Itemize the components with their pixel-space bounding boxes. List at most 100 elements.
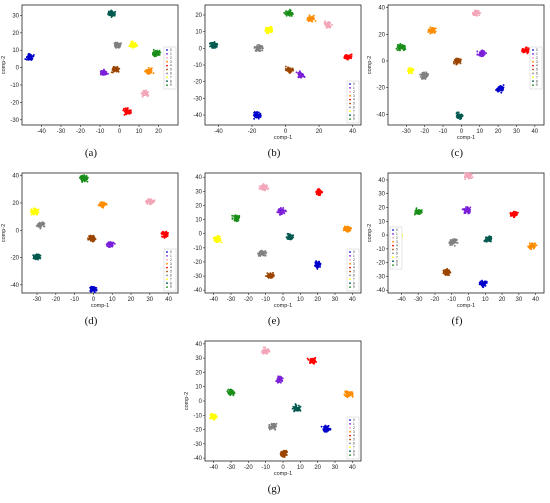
cluster-2: [140, 89, 150, 98]
cluster-5: [110, 65, 121, 74]
x-tick-label: -20: [244, 465, 253, 471]
scatter-point: [513, 215, 516, 218]
legend-label-5: 5: [353, 102, 355, 106]
scatter-point: [314, 265, 317, 268]
scatter-point: [344, 395, 347, 397]
scatter-point: [212, 46, 215, 48]
scatter-point: [144, 91, 147, 94]
legend-label-9: 9: [170, 83, 172, 87]
scatter-point: [40, 222, 43, 225]
panel-a: -40 -30 -20 -10 0 10 20 -30 -20 -10 0 10 20 30 comp-2 0…: [0, 0, 183, 165]
cluster-1: [275, 375, 284, 384]
scatter-point: [146, 199, 149, 202]
scatter-point: [415, 208, 418, 211]
legend-label-5: 5: [396, 248, 398, 252]
scatter-point: [446, 268, 449, 271]
scatter-point: [89, 239, 92, 242]
scatter-point: [213, 237, 216, 240]
scatter-point: [253, 117, 256, 120]
scatter-point: [266, 275, 269, 277]
cluster-8: [455, 111, 464, 121]
legend-marker-5: [349, 270, 351, 273]
scatter-point: [434, 30, 437, 33]
scatter-point: [348, 230, 351, 233]
plot-frame: [21, 4, 179, 126]
scatter-point: [488, 236, 491, 239]
scatter-point: [510, 212, 513, 215]
scatter-point: [115, 70, 118, 73]
scatter-point: [488, 238, 491, 241]
scatter-point: [85, 175, 88, 178]
scatter-point: [263, 351, 265, 354]
legend-label-3: 3: [170, 262, 172, 266]
panel-caption: (d): [84, 315, 98, 327]
scatter-point: [209, 42, 212, 45]
scatter-point: [267, 349, 270, 352]
legend-label-8: 8: [170, 79, 172, 83]
scatter-point: [211, 417, 214, 420]
legend-marker-6: [349, 274, 351, 277]
legend-marker-5: [166, 68, 168, 71]
x-tick-label: -10: [439, 129, 448, 135]
scatter-point: [130, 44, 133, 47]
x-tick-label: -20: [76, 129, 85, 135]
legend-marker-0: [349, 83, 351, 85]
legend-label-5: 5: [353, 438, 355, 442]
cluster-5: [279, 449, 289, 458]
scatter-point: [345, 229, 348, 232]
scatter-point: [270, 427, 273, 430]
legend-marker-8: [349, 282, 351, 285]
scatter-point: [99, 73, 102, 76]
panel-c: -30 -20 -10 0 10 20 30 40 -40 -20 0 20 40 comp-1 comp-…: [366, 0, 549, 165]
scatter-point: [258, 250, 261, 253]
scatter-point: [345, 54, 348, 57]
legend-label-7: 7: [353, 277, 355, 281]
scatter-point: [326, 425, 329, 428]
scatter-plot-f: -40 -30 -20 -10 0 10 20 30 40-40-30-20-100102030…: [367, 171, 545, 309]
scatter-point: [308, 14, 311, 17]
scatter-point: [238, 214, 241, 217]
legend-label-1: 1: [170, 254, 172, 258]
scatter-point: [99, 201, 102, 204]
legend-marker-5: [166, 270, 168, 273]
scatter-point: [100, 69, 103, 72]
scatter-point: [279, 377, 282, 380]
scatter-point: [413, 213, 416, 216]
y-tick-label: 20: [378, 32, 385, 38]
cluster-9: [413, 207, 423, 216]
scatter-point: [97, 204, 100, 207]
scatter-point: [255, 115, 258, 118]
legend-marker-2: [349, 258, 351, 261]
scatter-point: [265, 349, 268, 352]
scatter-point: [91, 289, 94, 292]
legend-marker-0: [349, 419, 351, 421]
x-tick-label: 10: [109, 297, 116, 303]
cluster-2: [144, 198, 156, 206]
legend-marker-4: [349, 98, 351, 101]
scatter-point: [418, 209, 421, 212]
scatter-point: [469, 206, 472, 209]
scatter-point: [522, 48, 525, 51]
x-tick-label: -30: [227, 465, 236, 471]
legend-marker-1: [349, 87, 351, 89]
scatter-point: [291, 68, 294, 71]
scatter-point: [119, 43, 122, 46]
scatter-point: [515, 211, 518, 214]
scatter-point: [122, 109, 125, 112]
y-tick-label: 0: [382, 233, 386, 239]
scatter-point: [343, 393, 346, 396]
cluster-6: [268, 422, 278, 431]
legend-label-9: 9: [353, 453, 355, 457]
scatter-point: [289, 11, 292, 14]
scatter-point: [426, 75, 428, 78]
cluster-6: [419, 71, 429, 80]
x-tick-label: -20: [51, 297, 60, 303]
panel-caption: (c): [450, 147, 464, 159]
scatter-point: [265, 185, 268, 188]
legend-label-8: 8: [170, 281, 172, 285]
y-tick-label: -20: [193, 428, 202, 434]
y-tick-label: 40: [195, 342, 202, 348]
x-tick-label: 20: [314, 465, 321, 471]
y-tick-label: -10: [376, 247, 385, 253]
scatter-point: [318, 190, 321, 193]
